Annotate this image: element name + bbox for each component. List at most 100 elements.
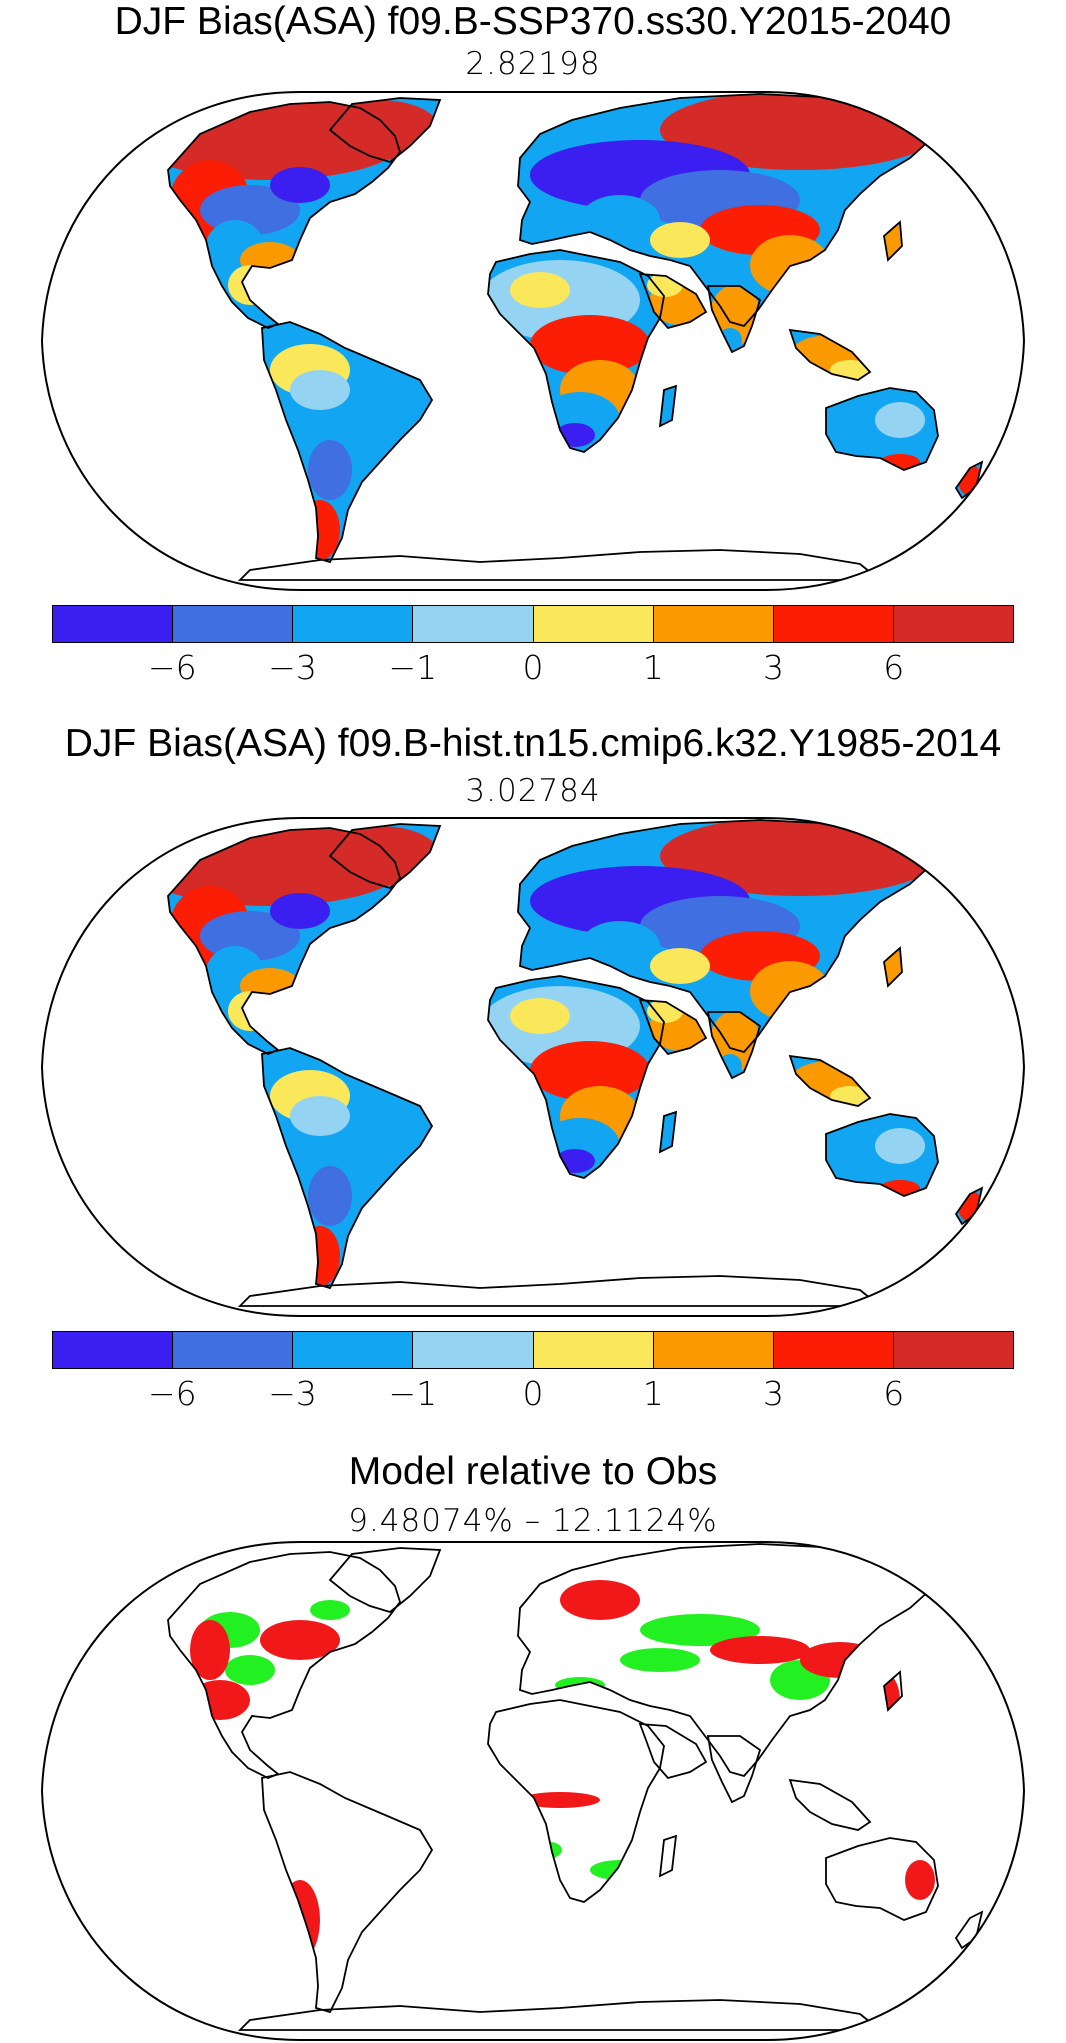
bias-region <box>555 423 595 447</box>
coastline-india <box>706 1011 762 1080</box>
colorbar-tick-label: 3 <box>763 648 784 687</box>
coastline-australia <box>825 1113 939 1197</box>
relative-region-worse <box>260 1620 340 1660</box>
bias-region <box>750 961 830 1021</box>
relative-region-better <box>310 1600 350 1620</box>
bias-region <box>530 315 650 375</box>
colorbar-1 <box>52 605 1014 643</box>
relative-region-worse <box>252 1718 288 1742</box>
land-africa <box>488 250 664 452</box>
coastline-antarctica <box>237 1999 883 2031</box>
coastline-japan <box>883 1670 903 1712</box>
coastline-australia <box>825 387 939 471</box>
coastline-japan <box>883 946 903 988</box>
relative-region-worse <box>252 1718 288 1742</box>
bias-region <box>290 370 350 410</box>
panel-1-subtitle: 2.82198 <box>465 46 601 82</box>
relative-region-worse <box>190 1680 250 1720</box>
land-eurasia <box>518 94 940 326</box>
land-antarctica <box>240 1276 880 1306</box>
colorbar-swatch <box>533 1332 654 1368</box>
panel-1-title: DJF Bias(ASA) f09.B-SSP370.ss30.Y2015-20… <box>114 0 952 43</box>
coastline-nz <box>954 1910 984 1950</box>
land-samerica <box>262 1048 432 1288</box>
coastline-seasia <box>788 1054 872 1107</box>
land-antarctica <box>240 550 880 580</box>
relative-region-worse <box>252 1718 288 1742</box>
coastline-antarctica <box>237 549 883 581</box>
colorbar-tick-label: 0 <box>522 648 544 687</box>
relative-region-worse <box>560 1580 640 1620</box>
colorbar-swatch <box>893 1332 1013 1368</box>
coastline-arabia <box>638 1722 708 1780</box>
panel-3-subtitle: 9.48074% – 12.1124% <box>348 1503 718 1539</box>
colorbar-tick-label: −3 <box>268 648 317 687</box>
relative-region-worse <box>884 1672 900 1710</box>
bias-region <box>710 286 760 345</box>
map-frame <box>40 91 1026 591</box>
colorbar-swatch <box>533 606 654 642</box>
colorbar-tick-label: 1 <box>642 648 664 687</box>
panel-3-title: Model relative to Obs <box>348 1450 718 1493</box>
land-eurasia <box>518 820 940 1052</box>
bias-region <box>710 1012 760 1071</box>
relative-region-worse <box>252 1718 288 1742</box>
colorbar-swatch <box>653 1332 774 1368</box>
bias-region <box>510 998 570 1034</box>
relative-region-better <box>225 1655 275 1685</box>
land-australia <box>252 1718 935 1900</box>
coastline-india <box>706 285 762 354</box>
colorbar-tick-label: −3 <box>268 1374 317 1413</box>
bias-region <box>580 921 660 971</box>
relative-region-worse <box>252 1718 288 1742</box>
colorbar-tick-label: 1 <box>642 1374 664 1413</box>
map-frame <box>40 1541 1026 2041</box>
land-australia <box>826 1114 938 1196</box>
relative-region-worse <box>905 1860 935 1900</box>
colorbar-tick-label: 6 <box>883 648 905 687</box>
coastline-madagascar <box>658 384 678 428</box>
colorbar-swatch <box>173 606 294 642</box>
coastline-africa <box>487 249 665 453</box>
coastline-africa <box>487 1699 665 1903</box>
land-africa <box>488 976 664 1178</box>
coastline-india <box>706 1735 762 1804</box>
relative-region-worse <box>190 1620 230 1680</box>
bias-region <box>650 948 710 984</box>
colorbar-swatch <box>53 1332 174 1368</box>
colorbar-swatch <box>773 1332 894 1368</box>
panel-2-subtitle: 3.02784 <box>465 773 601 809</box>
bias-region <box>290 1096 350 1136</box>
panel-2-title: DJF Bias(ASA) f09.B-hist.tn15.cmip6.k32.… <box>64 722 1002 765</box>
coastline-seasia <box>788 328 872 381</box>
coastline-greenland <box>328 823 442 889</box>
bias-region <box>750 235 830 295</box>
coastline-madagascar <box>658 1834 678 1878</box>
bias-region <box>270 893 330 929</box>
colorbar-swatch <box>413 1332 534 1368</box>
bias-region <box>308 440 352 500</box>
bias-region <box>875 402 925 438</box>
land-namerica <box>190 1600 350 1742</box>
colorbar-swatch <box>293 1332 414 1368</box>
relative-region-better <box>640 1614 760 1646</box>
bias-region <box>300 500 340 560</box>
colorbar-2-ticks: −6 −3 −1 0 1 3 6 <box>0 1374 1066 1414</box>
coastline-arabia <box>638 998 708 1056</box>
relative-region-worse <box>520 1792 600 1808</box>
relative-region-worse <box>252 1718 288 1742</box>
map-frame <box>40 817 1026 1317</box>
colorbar-tick-label: −1 <box>388 1374 438 1413</box>
land-samerica <box>262 322 432 562</box>
colorbar-tick-label: −1 <box>388 648 438 687</box>
land-japan <box>252 1672 900 1742</box>
coastline-arabia <box>638 272 708 330</box>
panel-1-map <box>40 91 1026 591</box>
bias-region <box>308 1166 352 1226</box>
coastline-japan <box>883 220 903 262</box>
colorbar-swatch <box>893 606 1013 642</box>
relative-region-worse <box>252 1718 288 1742</box>
coastline-greenland <box>328 1547 442 1613</box>
bias-region <box>555 1149 595 1173</box>
coastline-madagascar <box>658 1110 678 1154</box>
